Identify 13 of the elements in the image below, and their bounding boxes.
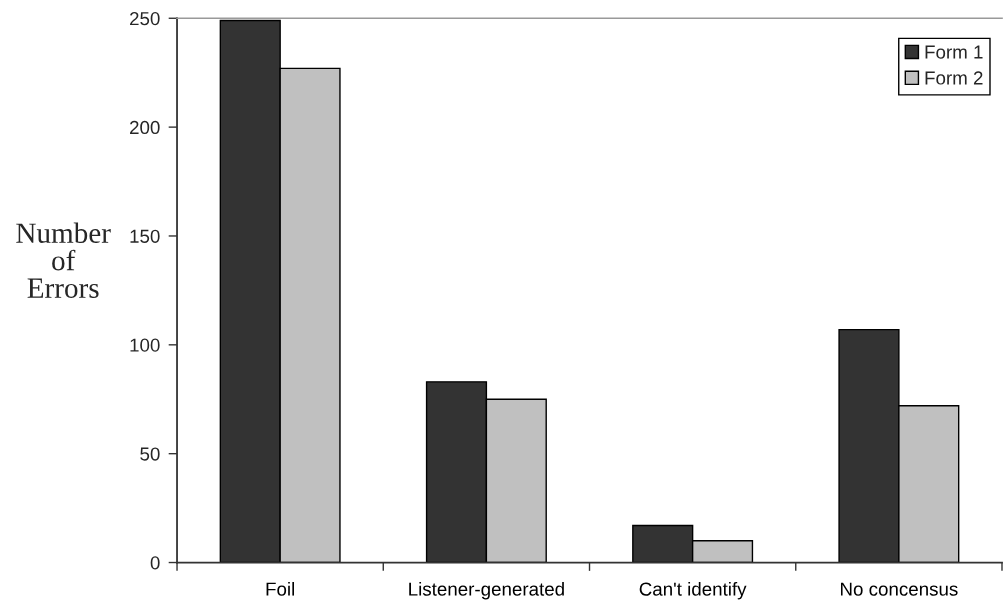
y-tick-label: 100 <box>130 338 160 352</box>
y-tick-label: 250 <box>130 11 160 26</box>
x-tick-label: No concensus <box>841 582 958 596</box>
legend-label: Form 1 <box>925 45 983 59</box>
y-tick-label: 0 <box>150 556 160 570</box>
y-tick-label: 200 <box>130 120 160 135</box>
y-tick-label: 150 <box>130 229 160 243</box>
y-tick-label: 50 <box>140 447 160 461</box>
y-axis-title: Number of Errors <box>16 222 111 298</box>
x-tick-label: Listener-generated <box>409 581 564 600</box>
legend-label: Form 2 <box>925 71 983 85</box>
x-tick-label: Foil <box>266 581 294 596</box>
x-tick-label: Can't identify <box>639 581 747 600</box>
